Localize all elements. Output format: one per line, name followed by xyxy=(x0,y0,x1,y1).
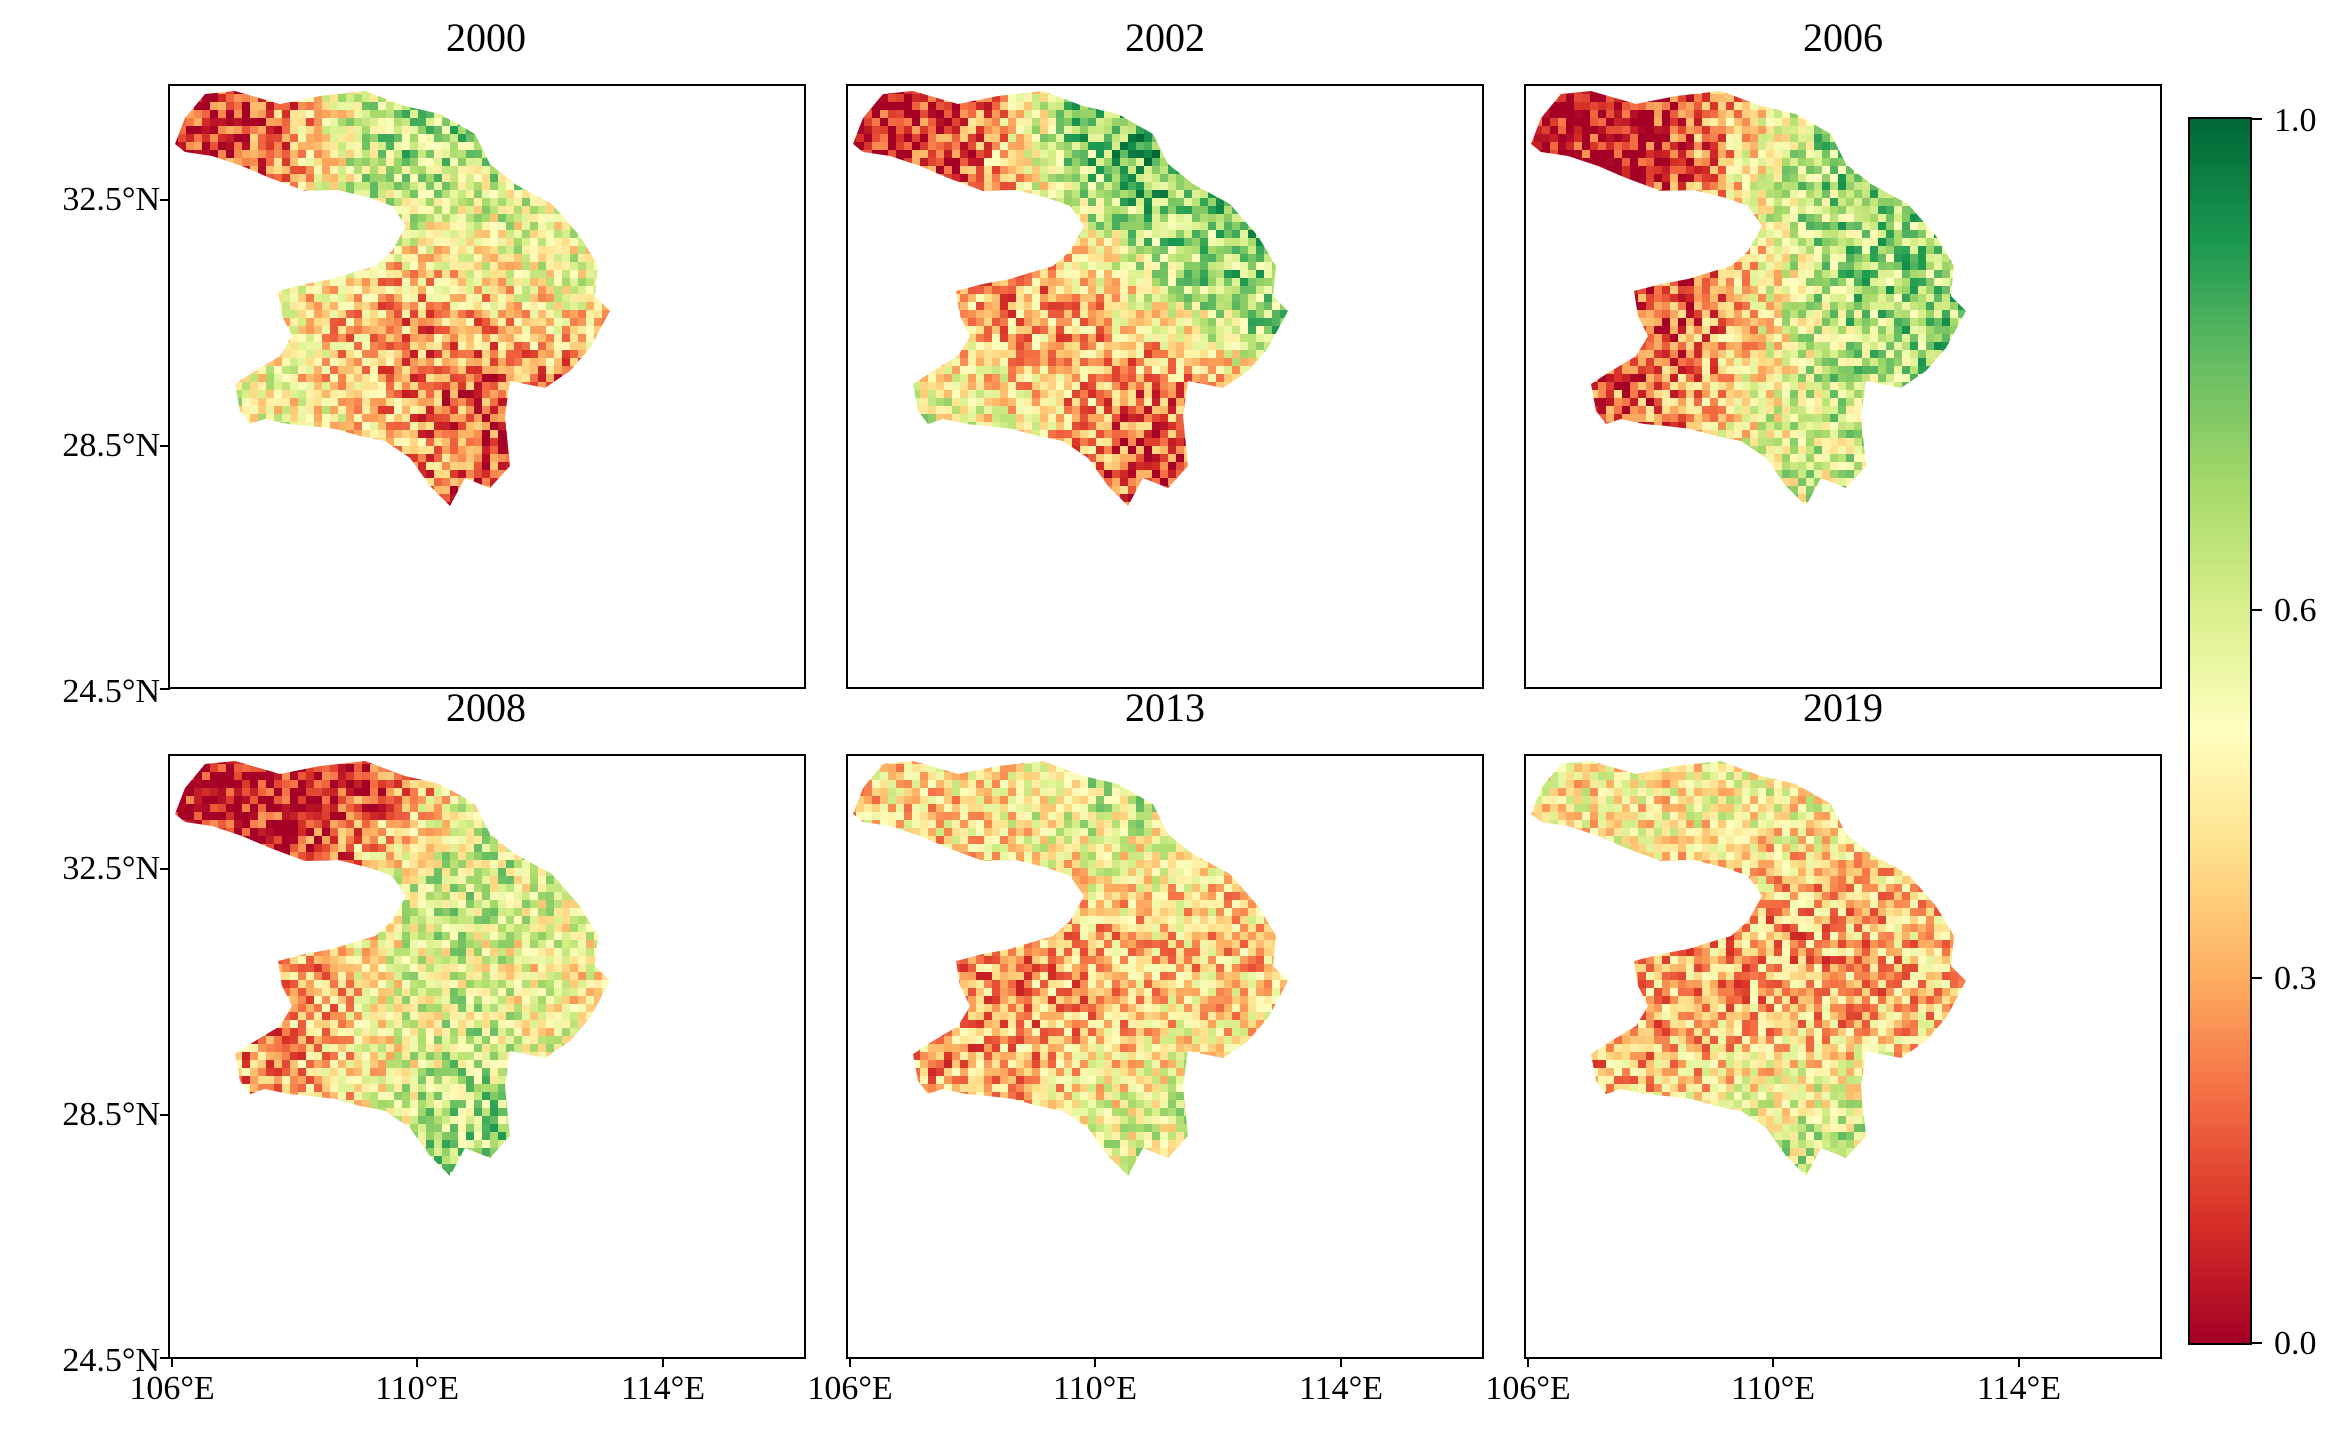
x-tick xyxy=(1527,1357,1529,1367)
map-panel-2002 xyxy=(846,84,1484,689)
y-label-28-5-top: 28.5°N xyxy=(62,427,160,464)
x-tick xyxy=(1340,1357,1342,1367)
colorbar-label-0-0: 0.0 xyxy=(2274,1325,2317,1362)
map-raster xyxy=(175,761,610,1176)
x-label-114-p1: 114°E xyxy=(620,1370,706,1407)
colorbar-tick xyxy=(2252,118,2262,120)
x-label-114-p2: 114°E xyxy=(1298,1370,1384,1407)
map-panel-2008 xyxy=(168,754,806,1359)
panel-title-2002: 2002 xyxy=(1125,15,1205,60)
y-tick xyxy=(160,199,170,201)
panel-title-2013: 2013 xyxy=(1125,685,1205,730)
y-tick xyxy=(160,688,170,690)
x-tick xyxy=(416,1357,418,1367)
y-label-28-5-bottom: 28.5°N xyxy=(62,1096,160,1133)
y-tick xyxy=(160,868,170,870)
panel-title-2019: 2019 xyxy=(1803,685,1883,730)
x-tick xyxy=(1094,1357,1096,1367)
x-label-110-p2: 110°E xyxy=(1052,1370,1138,1407)
colorbar-label-1-0: 1.0 xyxy=(2274,102,2317,139)
colorbar xyxy=(2188,117,2252,1345)
x-tick xyxy=(849,1357,851,1367)
x-label-110-p1: 110°E xyxy=(374,1370,460,1407)
y-tick xyxy=(160,1357,170,1359)
map-panel-2019 xyxy=(1524,754,2162,1359)
y-label-24-5-top: 24.5°N xyxy=(62,673,160,710)
colorbar-tick xyxy=(2252,977,2262,979)
panel-title-2008: 2008 xyxy=(446,685,526,730)
y-tick xyxy=(160,1114,170,1116)
map-panel-2006 xyxy=(1524,84,2162,689)
colorbar-label-0-3: 0.3 xyxy=(2274,960,2317,997)
map-panel-2013 xyxy=(846,754,1484,1359)
x-label-106-p3: 106°E xyxy=(1485,1370,1571,1407)
colorbar-tick xyxy=(2252,609,2262,611)
x-tick xyxy=(1772,1357,1774,1367)
map-raster xyxy=(1531,91,1966,506)
y-tick xyxy=(160,445,170,447)
x-tick xyxy=(2018,1357,2020,1367)
x-tick xyxy=(662,1357,664,1367)
x-label-106-p1: 106°E xyxy=(129,1370,215,1407)
map-raster xyxy=(853,91,1288,506)
x-label-106-p2: 106°E xyxy=(807,1370,893,1407)
panel-title-2000: 2000 xyxy=(446,15,526,60)
map-raster xyxy=(1531,761,1966,1176)
x-tick xyxy=(171,1357,173,1367)
map-raster xyxy=(175,91,610,506)
panel-title-2006: 2006 xyxy=(1803,15,1883,60)
y-label-32-5-bottom: 32.5°N xyxy=(62,850,160,887)
y-label-32-5-top: 32.5°N xyxy=(62,181,160,218)
y-label-24-5-bottom: 24.5°N xyxy=(62,1342,160,1379)
colorbar-tick xyxy=(2252,1342,2262,1344)
colorbar-label-0-6: 0.6 xyxy=(2274,592,2317,629)
map-raster xyxy=(853,761,1288,1176)
x-label-110-p3: 110°E xyxy=(1730,1370,1816,1407)
map-panel-2000 xyxy=(168,84,806,689)
x-label-114-p3: 114°E xyxy=(1976,1370,2062,1407)
